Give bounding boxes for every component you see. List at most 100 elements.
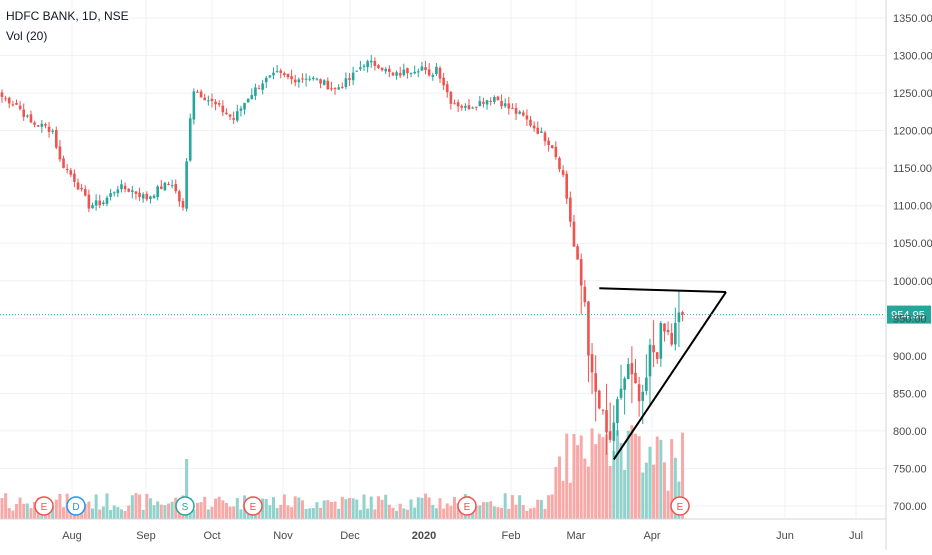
candle-body: [0, 92, 4, 97]
candle-body: [482, 101, 485, 104]
candle-body: [373, 60, 377, 66]
candle-body: [554, 146, 558, 158]
candle-body: [293, 79, 297, 83]
dividend-badge[interactable]: D: [66, 496, 86, 516]
candle-body: [525, 115, 529, 120]
candle-body: [351, 72, 355, 81]
candle-body: [174, 183, 178, 192]
volume-bar: [0, 498, 4, 519]
candle-body: [87, 194, 91, 209]
candle-body: [131, 190, 134, 192]
candle-body: [337, 87, 340, 90]
candle-body: [257, 88, 261, 90]
candle-body: [149, 196, 152, 200]
candle-body: [275, 71, 279, 73]
candle-body: [558, 157, 561, 170]
x-tick-label: Aug: [62, 530, 82, 542]
candle-body: [514, 108, 518, 114]
candle-body: [583, 286, 587, 303]
badge-circle: [670, 496, 690, 516]
y-tick-label: 1300.00: [893, 51, 932, 63]
candle-body: [65, 169, 69, 171]
volume-bar: [619, 443, 623, 519]
badge-letter: E: [250, 502, 257, 513]
candle-body: [192, 91, 196, 120]
candle-body: [424, 67, 427, 70]
last-price-line: 954.95: [0, 305, 931, 324]
candle-body: [55, 129, 58, 148]
earnings-badge[interactable]: E: [243, 496, 263, 516]
volume-bar: [192, 509, 196, 519]
volume-bar: [98, 509, 102, 519]
y-tick-label: 800.00: [893, 426, 927, 438]
candle-body: [648, 344, 652, 377]
volume-bar: [235, 497, 239, 519]
candle-body: [225, 112, 228, 115]
candle-body: [236, 111, 239, 121]
candle-body: [156, 186, 159, 198]
badge-letter: D: [72, 502, 79, 513]
candle-body: [26, 115, 29, 117]
candle-body: [666, 330, 670, 332]
candle-body: [109, 193, 112, 197]
volume-bar: [568, 482, 572, 519]
candle-body: [283, 73, 286, 76]
candle-body: [40, 123, 44, 127]
volume-bar: [33, 501, 37, 519]
volume-bar: [503, 493, 507, 519]
y-tick-label: 1200.00: [893, 126, 932, 138]
earnings-badge[interactable]: E: [34, 496, 54, 516]
volume-bar: [409, 499, 413, 519]
volume-bar: [416, 497, 420, 519]
earnings-badge[interactable]: E: [670, 496, 690, 516]
candle-body: [579, 259, 583, 286]
volume-bar: [217, 496, 221, 519]
volume-bar: [626, 430, 630, 519]
candle-body: [18, 105, 22, 109]
candle-body: [659, 322, 663, 359]
volume-bar: [510, 495, 514, 519]
candle-body: [333, 88, 337, 90]
volume-bar: [492, 506, 496, 519]
volume-bar: [612, 451, 616, 519]
volume-bar: [224, 502, 228, 519]
volume-bar: [358, 509, 362, 519]
candle-body: [116, 189, 120, 194]
x-tick-label: Sep: [136, 530, 156, 542]
candle-body: [500, 100, 503, 107]
symbol-legend: HDFC BANK, 1D, NSE: [6, 9, 129, 23]
volume-bar: [105, 493, 109, 519]
volume-bar: [514, 504, 518, 519]
candle-body: [239, 108, 243, 111]
volume-bar: [22, 503, 26, 519]
candle-body: [467, 105, 471, 110]
candle-body: [112, 192, 116, 194]
volume-bar: [58, 493, 62, 519]
candle-body: [315, 78, 319, 80]
volume-bar: [518, 495, 522, 519]
candle-body: [598, 390, 601, 409]
volume-bar: [7, 507, 11, 519]
volume-bar: [141, 509, 145, 519]
volume-bar: [601, 437, 605, 519]
volume-bar: [398, 503, 402, 519]
candle-body: [590, 354, 594, 373]
candle-body: [594, 373, 597, 392]
volume-bar: [550, 494, 554, 519]
grid: [0, 0, 885, 518]
candle-body: [637, 384, 641, 402]
candle-body: [536, 127, 540, 134]
y-tick-label: 700.00: [893, 501, 927, 513]
split-badge[interactable]: S: [175, 496, 195, 516]
candle-body: [98, 200, 102, 206]
trendlines[interactable]: [599, 287, 727, 461]
volume-bar: [127, 505, 131, 519]
candle-body: [185, 161, 188, 209]
earnings-badge[interactable]: E: [457, 496, 477, 516]
volume-bar: [543, 508, 547, 519]
volume-bar: [203, 496, 207, 519]
candle-body: [362, 65, 366, 67]
